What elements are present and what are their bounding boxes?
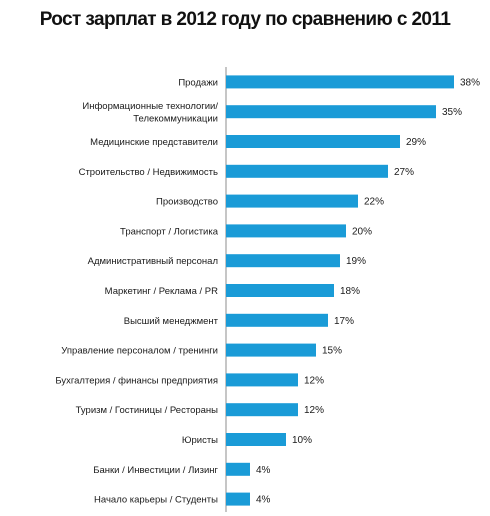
category-label-line: Административный персонал: [88, 256, 218, 267]
data-label: 12%: [304, 375, 324, 386]
category-label: Банки / Инвестиции / Лизинг: [93, 465, 218, 476]
data-label: 27%: [394, 167, 414, 178]
category-label-line: Начало карьеры / Студенты: [94, 495, 218, 506]
data-label: 4%: [256, 465, 271, 476]
data-label: 38%: [460, 77, 480, 88]
data-label: 15%: [322, 346, 342, 357]
category-label: Транспорт / Логистика: [120, 226, 219, 237]
category-label: Юристы: [182, 435, 218, 446]
bar: [226, 164, 388, 178]
category-label-line: Продажи: [178, 77, 218, 88]
bar: [226, 105, 436, 119]
category-label-line: Управление персоналом / тренинги: [61, 346, 218, 357]
category-label: Высший менеджмент: [124, 316, 219, 327]
chart-title: Рост зарплат в 2012 году по сравнению с …: [39, 9, 451, 30]
category-label: Продажи: [178, 77, 218, 88]
data-label: 22%: [364, 197, 384, 208]
bar: [226, 462, 250, 476]
category-label-line: Строительство / Недвижимость: [79, 167, 218, 178]
data-label: 20%: [352, 226, 372, 237]
category-label-line: Банки / Инвестиции / Лизинг: [93, 465, 218, 476]
data-label: 29%: [406, 137, 426, 148]
category-label: Начало карьеры / Студенты: [94, 495, 218, 506]
category-label: Строительство / Недвижимость: [79, 167, 218, 178]
category-label: Бухгалтерия / финансы предприятия: [55, 375, 218, 386]
data-label: 10%: [292, 435, 312, 446]
category-label: Туризм / Гостиницы / Рестораны: [76, 405, 219, 416]
bar: [226, 403, 298, 417]
category-label-line: Маркетинг / Реклама / PR: [105, 286, 218, 297]
category-label: Управление персоналом / тренинги: [61, 346, 218, 357]
bar: [226, 135, 400, 148]
data-label: 19%: [346, 256, 366, 267]
category-label-line: Юристы: [182, 435, 218, 446]
category-label: Административный персонал: [88, 256, 218, 267]
data-label: 12%: [304, 405, 324, 416]
category-label-line: Бухгалтерия / финансы предприятия: [55, 375, 218, 386]
category-label: Информационные технологии/Телекоммуникац…: [82, 101, 218, 125]
data-label: 17%: [334, 316, 354, 327]
bar: [226, 433, 286, 446]
category-label: Производство: [156, 197, 218, 208]
category-label: Медицинские представители: [90, 137, 218, 148]
category-label-line: Информационные технологии/: [82, 101, 218, 112]
bar: [226, 194, 358, 208]
bar: [226, 373, 298, 387]
bar: [226, 75, 454, 89]
bar: [226, 492, 250, 506]
bar: [226, 254, 340, 268]
bar: [226, 343, 316, 357]
bar: [226, 224, 346, 238]
data-label: 35%: [442, 107, 462, 118]
category-label-line: Телекоммуникации: [133, 114, 218, 125]
category-label-line: Высший менеджмент: [124, 316, 219, 327]
bar: [226, 313, 328, 327]
data-label: 18%: [340, 286, 360, 297]
category-label: Маркетинг / Реклама / PR: [105, 286, 218, 297]
category-label-line: Транспорт / Логистика: [120, 226, 219, 237]
category-label-line: Медицинские представители: [90, 137, 218, 148]
category-label-line: Туризм / Гостиницы / Рестораны: [76, 405, 219, 416]
data-label: 4%: [256, 495, 271, 506]
category-label-line: Производство: [156, 197, 218, 208]
bar: [226, 284, 334, 297]
